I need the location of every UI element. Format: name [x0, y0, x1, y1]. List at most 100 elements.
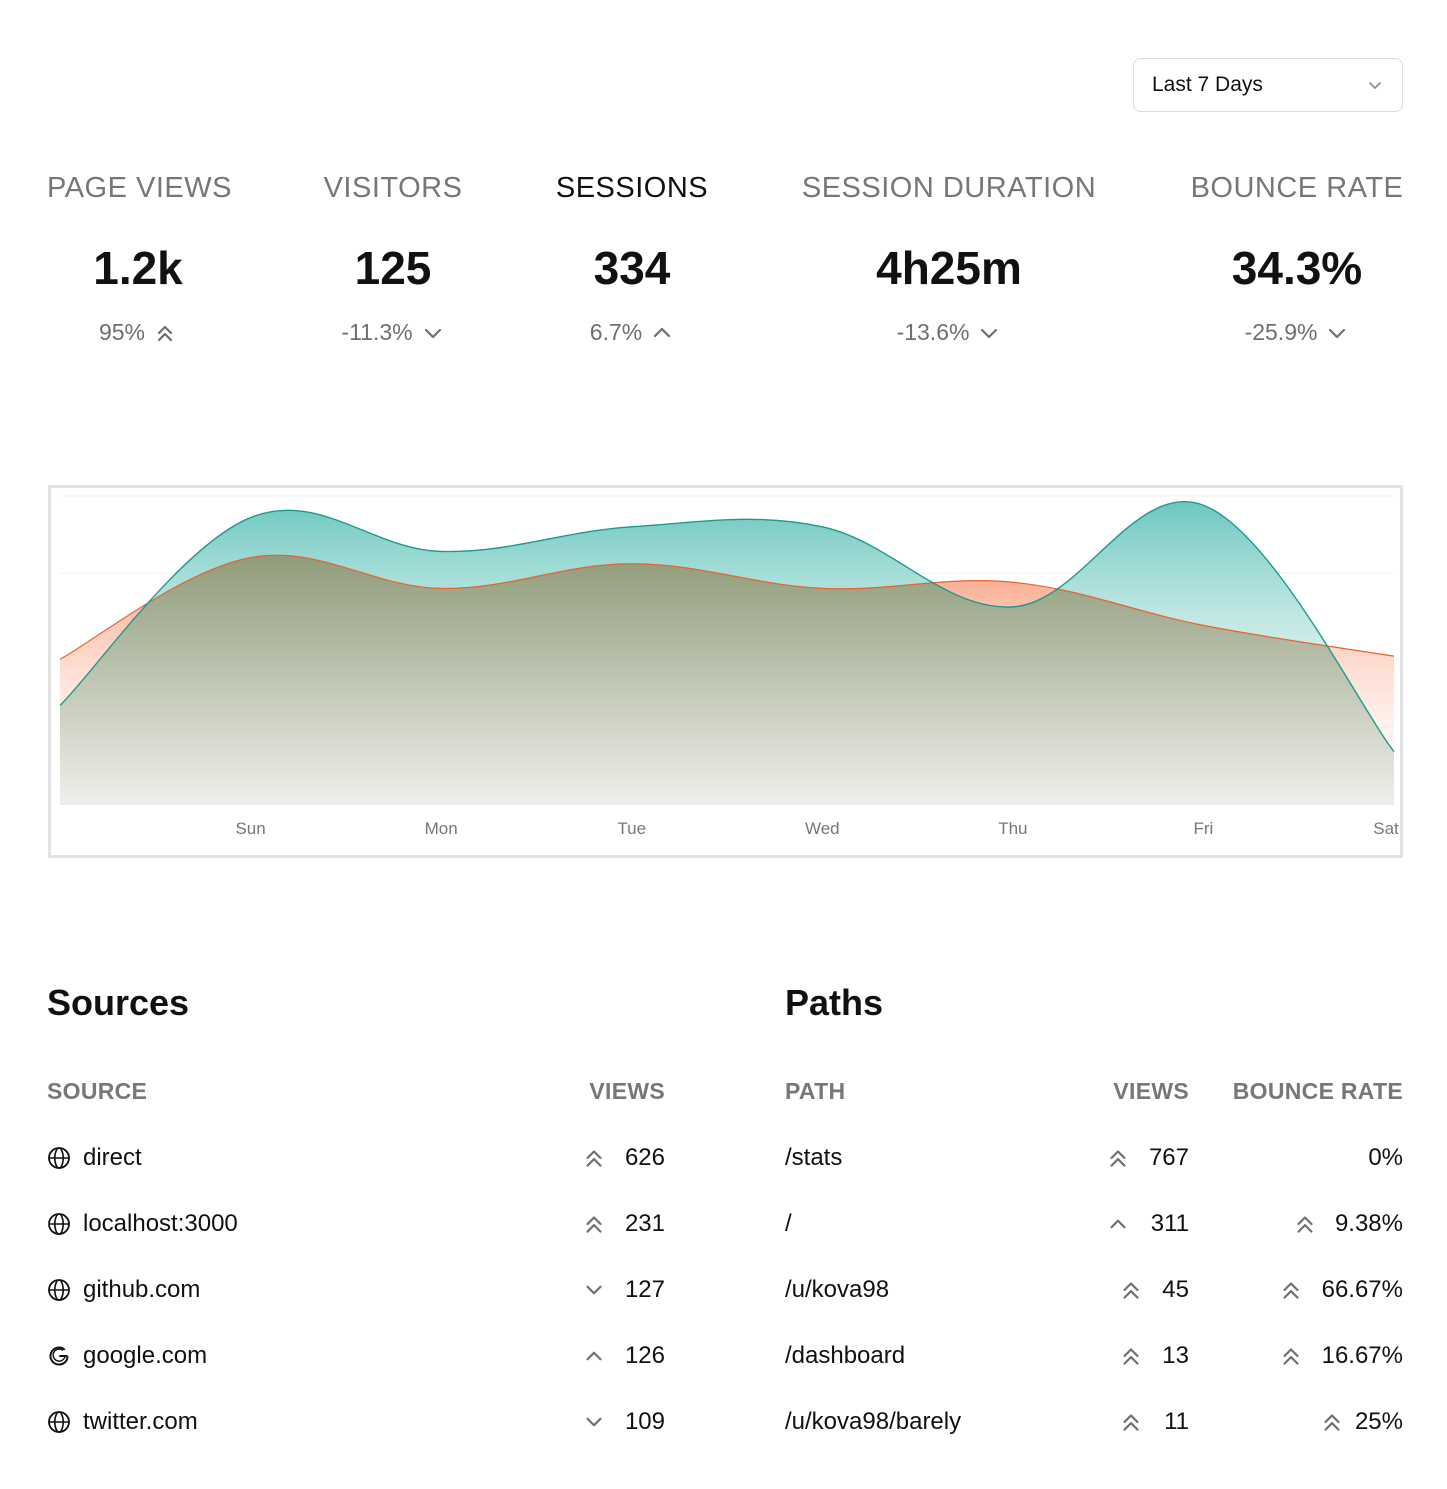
google-icon — [47, 1344, 71, 1368]
source-name: github.com — [83, 1276, 201, 1303]
chevron-down-icon — [581, 1409, 607, 1435]
metric-change-value: -25.9% — [1244, 319, 1318, 345]
path-views: 311 — [1150, 1210, 1189, 1237]
source-row[interactable]: direct — [47, 1138, 667, 1178]
globe-icon — [47, 1278, 71, 1302]
path-name: / — [785, 1210, 792, 1237]
path-name: /u/kova98 — [785, 1276, 890, 1303]
double-chevron-up-icon — [581, 1145, 607, 1171]
sources-header-source: SOURCE — [47, 1078, 148, 1104]
path-name: /stats — [785, 1144, 843, 1171]
metric-title: VISITORS — [323, 172, 463, 204]
paths-header-views: VIEWS — [1113, 1078, 1189, 1104]
path-row[interactable]: /dashboard — [785, 1336, 975, 1376]
x-tick-label: Tue — [617, 819, 646, 838]
metric-title: PAGE VIEWS — [47, 172, 232, 204]
paths-title: Paths — [785, 982, 884, 1023]
chevron-down-icon — [581, 1277, 607, 1303]
metric-change: 95% — [47, 319, 229, 346]
globe-icon — [47, 1212, 71, 1236]
source-views: 626 — [624, 1144, 665, 1171]
globe-icon — [47, 1146, 71, 1170]
source-views: 127 — [624, 1276, 665, 1303]
chevron-up-icon — [581, 1343, 607, 1369]
sources-title: Sources — [47, 982, 190, 1023]
double-chevron-up-icon — [1118, 1343, 1144, 1369]
double-chevron-up-icon — [1292, 1211, 1318, 1237]
metric-visitors[interactable]: VISITORS 125 -11.3% — [316, 172, 470, 346]
path-views: 45 — [1162, 1276, 1189, 1303]
double-chevron-up-icon — [1118, 1277, 1144, 1303]
source-name: twitter.com — [83, 1408, 198, 1435]
metric-bounce-rate[interactable]: BOUNCE RATE 34.3% -25.9% — [1190, 172, 1404, 346]
path-row[interactable]: /stats — [785, 1138, 975, 1178]
metric-change: -25.9% — [1190, 319, 1404, 346]
double-chevron-up-icon — [1278, 1277, 1304, 1303]
double-chevron-up-icon — [1319, 1409, 1345, 1435]
chevron-up-icon — [1105, 1211, 1131, 1237]
metric-change: 6.7% — [552, 319, 712, 346]
x-tick-label: Sun — [235, 819, 265, 838]
metric-title: SESSION DURATION — [801, 172, 1097, 204]
metric-value: 1.2k — [93, 242, 183, 294]
path-name: /u/kova98/barely — [785, 1408, 962, 1435]
chevron-down-icon — [1366, 76, 1384, 94]
metric-change-value: 6.7% — [589, 319, 643, 345]
metric-change: -13.6% — [800, 319, 1098, 346]
metric-value: 34.3% — [1231, 242, 1363, 294]
path-row[interactable]: /u/kova98 — [785, 1270, 975, 1310]
x-tick-label: Sat — [1373, 819, 1399, 838]
metric-change-value: -11.3% — [341, 319, 413, 345]
series-2-line — [59, 501, 1395, 753]
source-name: google.com — [83, 1342, 208, 1369]
source-row[interactable]: github.com — [47, 1270, 667, 1310]
source-row[interactable]: google.com — [47, 1336, 667, 1376]
metric-value: 125 — [354, 242, 432, 294]
x-tick-label: Wed — [805, 819, 840, 838]
globe-icon — [47, 1410, 71, 1434]
double-chevron-up-icon — [581, 1211, 607, 1237]
x-tick-label: Thu — [998, 819, 1027, 838]
path-bounce-rate: 9.38% — [1334, 1210, 1403, 1237]
chevron-down-icon — [1325, 321, 1349, 345]
metric-change: -11.3% — [316, 319, 470, 346]
series-overlap-area — [60, 555, 1394, 804]
metric-change-value: 95% — [98, 319, 146, 345]
paths-header-bounce-rate: BOUNCE RATE — [1232, 1078, 1403, 1104]
chevron-down-icon — [421, 321, 445, 345]
source-name: localhost:3000 — [83, 1210, 238, 1237]
date-range-select[interactable]: Last 7 Days — [1133, 58, 1403, 112]
source-name: direct — [83, 1144, 142, 1171]
path-bounce-rate: 16.67% — [1321, 1342, 1403, 1369]
path-bounce-rate: 25% — [1354, 1408, 1403, 1435]
double-chevron-up-icon — [1278, 1343, 1304, 1369]
series-1-line — [59, 554, 1395, 660]
sources-header-views: VIEWS — [589, 1078, 665, 1104]
source-views: 231 — [624, 1210, 665, 1237]
source-views: 109 — [624, 1408, 665, 1435]
x-axis-ticks: Sun Mon Tue Wed Thu Fri Sat — [235, 819, 1399, 838]
paths-header-path: PATH — [785, 1078, 846, 1104]
metric-value: 4h25m — [876, 242, 1022, 294]
chevron-up-icon — [650, 321, 674, 345]
metric-page-views[interactable]: PAGE VIEWS 1.2k 95% — [47, 172, 232, 346]
source-row[interactable]: twitter.com — [47, 1402, 667, 1442]
metric-session-duration[interactable]: SESSION DURATION 4h25m -13.6% — [800, 172, 1098, 346]
double-chevron-up-icon — [1118, 1409, 1144, 1435]
path-views: 767 — [1148, 1144, 1189, 1171]
path-views: 13 — [1162, 1342, 1189, 1369]
metric-sessions[interactable]: SESSIONS 334 6.7% — [552, 172, 712, 346]
traffic-chart-svg: Sun Mon Tue Wed Thu Fri Sat — [59, 495, 1399, 838]
source-row[interactable]: localhost:3000 — [47, 1204, 667, 1244]
path-bounce-rate: 0% — [1368, 1144, 1403, 1171]
traffic-chart: Sun Mon Tue Wed Thu Fri Sat — [48, 485, 1403, 858]
metric-title: BOUNCE RATE — [1190, 172, 1404, 204]
path-row[interactable]: /u/kova98/barely — [785, 1402, 975, 1442]
metric-change-value: -13.6% — [896, 319, 970, 345]
x-tick-label: Fri — [1194, 819, 1214, 838]
x-tick-label: Mon — [425, 819, 458, 838]
chevron-down-icon — [977, 321, 1001, 345]
path-views: 11 — [1164, 1408, 1189, 1435]
path-row[interactable]: / — [785, 1204, 975, 1244]
path-bounce-rate: 66.67% — [1321, 1276, 1403, 1303]
